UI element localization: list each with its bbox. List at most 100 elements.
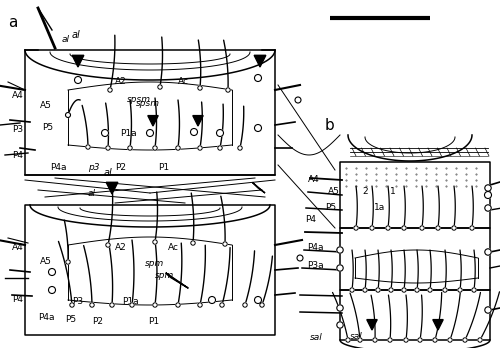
- Circle shape: [191, 241, 195, 245]
- Circle shape: [337, 305, 343, 311]
- Circle shape: [90, 303, 94, 307]
- Polygon shape: [72, 55, 84, 67]
- Text: A4: A4: [12, 244, 24, 253]
- Text: P4: P4: [12, 295, 23, 304]
- Circle shape: [66, 112, 70, 118]
- Text: A5: A5: [40, 258, 52, 267]
- Text: 1a: 1a: [374, 203, 385, 212]
- Polygon shape: [433, 319, 443, 330]
- Circle shape: [216, 129, 224, 136]
- Text: spsm: spsm: [136, 99, 160, 108]
- Circle shape: [388, 338, 392, 342]
- Polygon shape: [166, 273, 188, 288]
- Text: P3: P3: [12, 126, 23, 134]
- Circle shape: [254, 125, 262, 132]
- Circle shape: [158, 85, 162, 89]
- Circle shape: [420, 226, 424, 230]
- Text: P5: P5: [325, 203, 336, 212]
- Polygon shape: [252, 182, 265, 193]
- Circle shape: [337, 247, 343, 253]
- Text: Ac: Ac: [168, 244, 179, 253]
- Circle shape: [402, 288, 406, 292]
- Circle shape: [346, 338, 350, 342]
- Circle shape: [86, 145, 90, 149]
- Circle shape: [358, 338, 362, 342]
- Text: P2: P2: [115, 164, 126, 173]
- Circle shape: [226, 88, 230, 92]
- Circle shape: [354, 226, 358, 230]
- Circle shape: [66, 260, 70, 264]
- Text: P2: P2: [92, 317, 103, 326]
- Circle shape: [190, 128, 198, 135]
- Text: al: al: [72, 30, 80, 40]
- Text: P4a: P4a: [307, 244, 324, 253]
- Circle shape: [243, 303, 247, 307]
- Text: A2: A2: [115, 244, 127, 253]
- Text: P1a: P1a: [120, 128, 136, 137]
- Circle shape: [436, 226, 440, 230]
- Circle shape: [452, 226, 456, 230]
- Circle shape: [472, 288, 476, 292]
- Text: spm: spm: [145, 259, 164, 268]
- Bar: [340, 290, 490, 340]
- Circle shape: [485, 307, 491, 313]
- Text: P4: P4: [12, 150, 23, 159]
- Bar: [340, 162, 490, 228]
- Circle shape: [254, 296, 262, 303]
- Circle shape: [102, 129, 108, 136]
- Circle shape: [176, 303, 180, 307]
- Bar: [340, 228, 490, 290]
- Text: A5: A5: [40, 101, 52, 110]
- Circle shape: [106, 243, 110, 247]
- Circle shape: [223, 242, 227, 246]
- Text: al: al: [104, 168, 112, 178]
- Circle shape: [176, 146, 180, 150]
- Text: P4a: P4a: [50, 164, 66, 173]
- Circle shape: [484, 191, 492, 198]
- Circle shape: [198, 86, 202, 90]
- Text: spsm: spsm: [127, 95, 151, 104]
- Polygon shape: [193, 116, 203, 126]
- Polygon shape: [367, 319, 377, 330]
- Circle shape: [485, 205, 491, 211]
- Text: P1a: P1a: [122, 298, 138, 307]
- Text: P3: P3: [72, 298, 83, 307]
- Circle shape: [458, 288, 462, 292]
- Text: al: al: [62, 35, 70, 45]
- Circle shape: [376, 288, 380, 292]
- Circle shape: [260, 303, 264, 307]
- Text: sal: sal: [350, 332, 363, 341]
- Circle shape: [198, 303, 202, 307]
- Circle shape: [146, 129, 154, 136]
- Text: a: a: [8, 15, 18, 30]
- Circle shape: [218, 146, 222, 150]
- Circle shape: [433, 338, 437, 342]
- Circle shape: [297, 255, 303, 261]
- Circle shape: [198, 146, 202, 150]
- Circle shape: [350, 288, 354, 292]
- Circle shape: [404, 338, 408, 342]
- Circle shape: [337, 265, 343, 271]
- Circle shape: [153, 240, 157, 244]
- Text: al: al: [88, 189, 96, 198]
- Text: P5: P5: [42, 124, 53, 133]
- Text: b: b: [325, 118, 335, 133]
- Circle shape: [153, 303, 157, 307]
- Text: sal: sal: [310, 332, 323, 341]
- Text: Ac: Ac: [178, 78, 189, 87]
- Circle shape: [418, 338, 422, 342]
- Circle shape: [470, 226, 474, 230]
- Circle shape: [386, 226, 390, 230]
- Text: A4: A4: [308, 175, 320, 184]
- Circle shape: [363, 288, 367, 292]
- Circle shape: [153, 146, 157, 150]
- Circle shape: [74, 77, 82, 84]
- Circle shape: [48, 269, 56, 276]
- Text: 2: 2: [362, 188, 368, 197]
- Circle shape: [295, 97, 301, 103]
- Circle shape: [70, 303, 74, 307]
- Circle shape: [108, 88, 112, 92]
- Circle shape: [389, 288, 393, 292]
- Circle shape: [337, 322, 343, 328]
- Circle shape: [485, 185, 491, 191]
